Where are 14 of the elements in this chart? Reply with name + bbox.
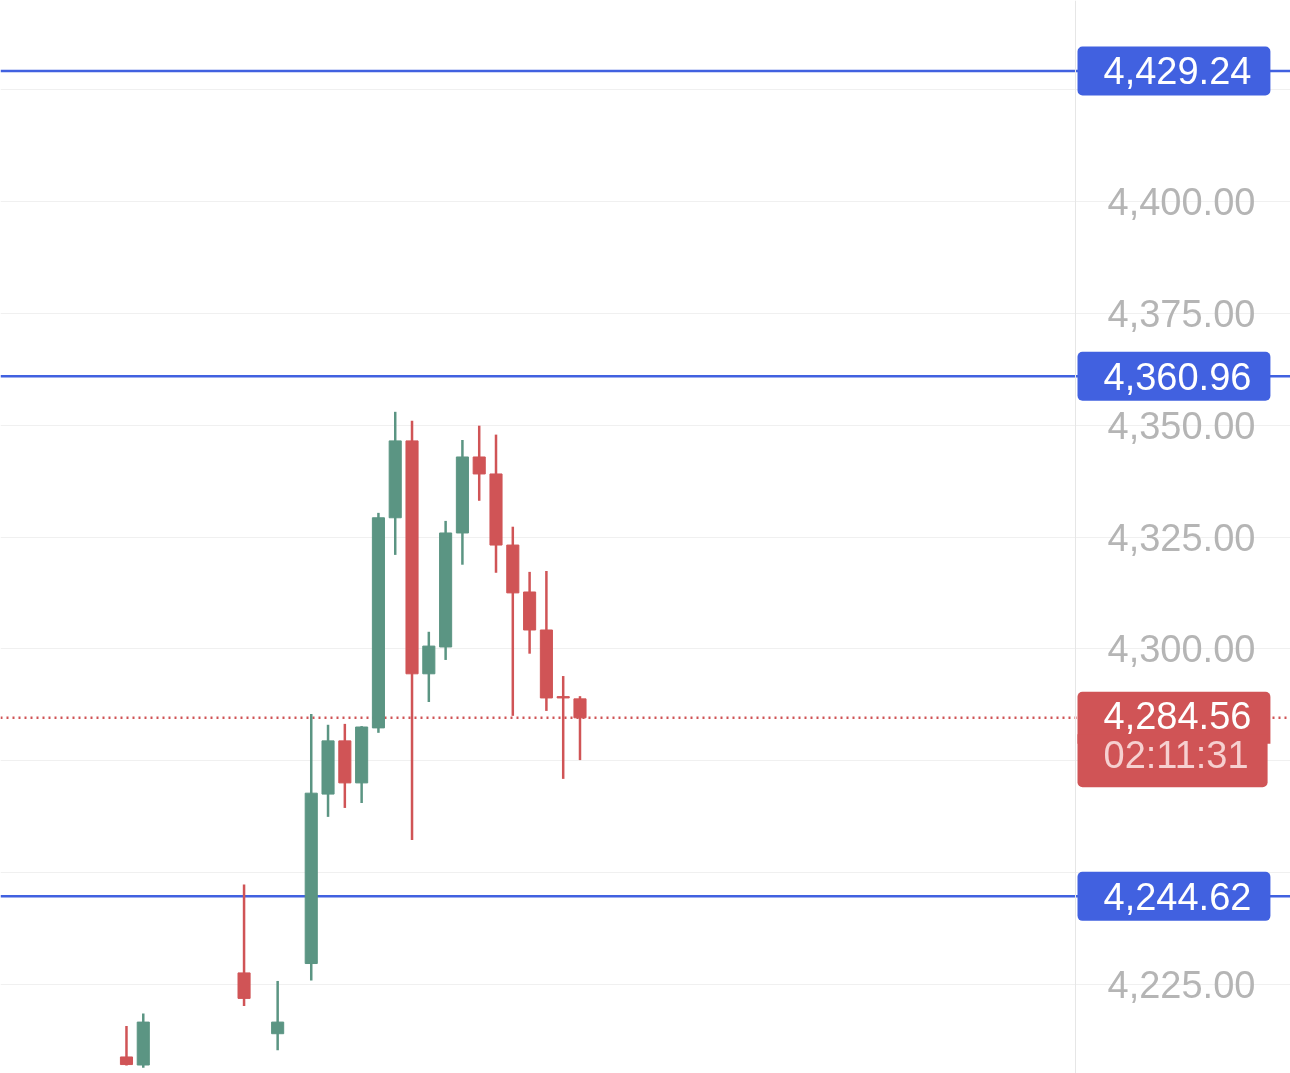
ref-line-label: 4,284.56 [1103, 694, 1252, 737]
y-tick-label: 4,400.00 [1107, 181, 1256, 224]
candlestick [472, 424, 486, 503]
y-tick-label: 4,300.00 [1107, 628, 1256, 671]
text: 02:11:31 [1103, 734, 1249, 777]
candlestick [119, 1024, 134, 1067]
y-tick-label: 4,225.00 [1107, 963, 1256, 1006]
ref-line-label: 4,429.24 [1103, 50, 1252, 93]
candlestick [271, 979, 285, 1052]
y-tick-label: 4,375.00 [1107, 292, 1256, 335]
ref-line-label: 4,360.96 [1103, 355, 1252, 398]
y-tick-label: 4,325.00 [1107, 516, 1256, 559]
y-tick-label: 4,350.00 [1107, 404, 1256, 447]
ref-line-label: 4,244.62 [1103, 875, 1252, 918]
